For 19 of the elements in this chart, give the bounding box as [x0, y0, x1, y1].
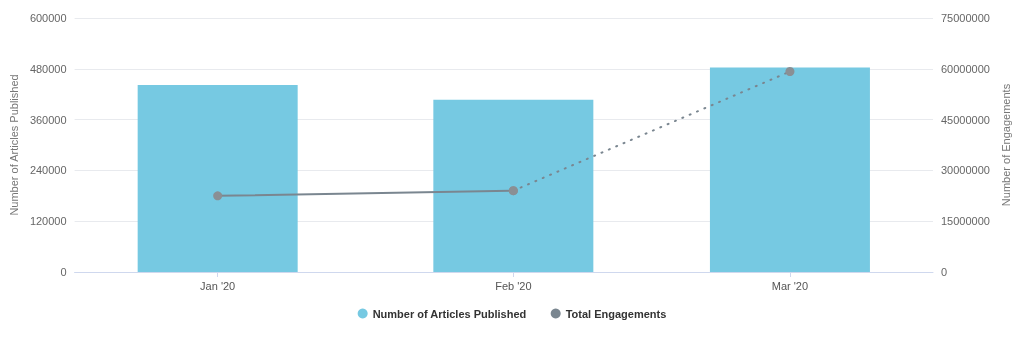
y2-tick-label: 15000000 [941, 215, 990, 228]
legend-label: Total Engagements [565, 307, 667, 320]
y2-tick-label: 75000000 [941, 12, 990, 24]
y-tick-label: 0 [60, 266, 67, 278]
y-axis-title: Number of Articles Published [7, 74, 20, 216]
y2-axis-title: Number of Engagements [1000, 83, 1013, 207]
y-tick-label: 120000 [29, 215, 67, 228]
y2-tick-label: 0 [941, 266, 948, 278]
y2-tick-label: 60000000 [941, 62, 990, 75]
x-tick-label: Feb '20 [495, 279, 532, 292]
y-tick-label: 600000 [29, 12, 67, 24]
y-tick-label: 360000 [29, 113, 67, 126]
x-tick-label: Mar '20 [771, 279, 809, 292]
y-tick-label: 480000 [29, 62, 67, 75]
y2-tick-label: 45000000 [941, 113, 990, 126]
y-tick-label: 240000 [29, 164, 67, 177]
y2-tick-label: 30000000 [941, 164, 990, 177]
x-tick-label: Jan '20 [200, 279, 236, 292]
legend-label: Number of Articles Published [372, 307, 527, 320]
